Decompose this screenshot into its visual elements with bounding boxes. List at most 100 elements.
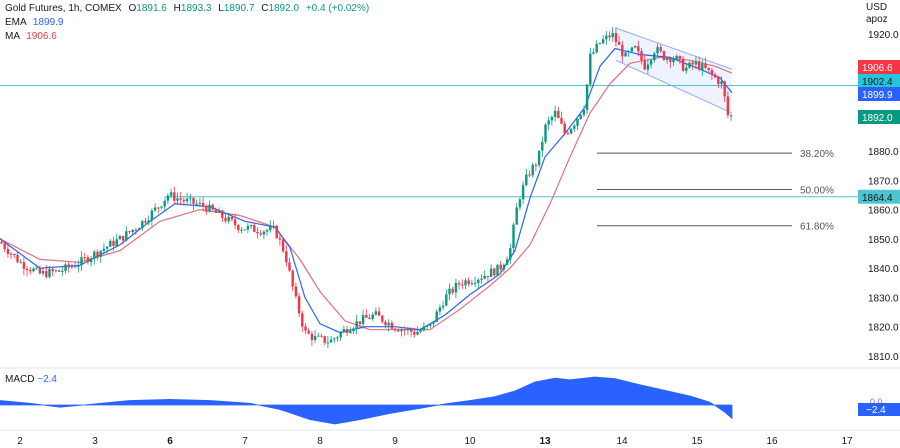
candle-body[interactable] <box>333 338 336 340</box>
candle-body[interactable] <box>361 315 365 325</box>
candle-body[interactable] <box>669 58 672 63</box>
candle-body[interactable] <box>166 195 170 201</box>
candle-body[interactable] <box>473 283 477 285</box>
candle-body[interactable] <box>413 331 416 335</box>
macd-legend[interactable]: MACD −2.4 <box>5 374 57 385</box>
candle-body[interactable] <box>221 210 224 218</box>
candle-body[interactable] <box>704 63 707 68</box>
candle-body[interactable] <box>51 269 54 272</box>
candle-body[interactable] <box>384 321 387 326</box>
candle-body[interactable] <box>358 321 362 325</box>
candle-body[interactable] <box>489 268 493 277</box>
candle-body[interactable] <box>189 197 192 199</box>
candle-body[interactable] <box>390 322 394 329</box>
candle-body[interactable] <box>461 284 464 286</box>
candle-body[interactable] <box>275 225 278 238</box>
candle-body[interactable] <box>653 53 656 61</box>
candle-body[interactable] <box>435 311 438 322</box>
candle-body[interactable] <box>605 35 608 40</box>
candle-body[interactable] <box>531 164 534 176</box>
candle-body[interactable] <box>499 264 502 270</box>
candle-body[interactable] <box>560 118 563 124</box>
candle-body[interactable] <box>329 339 333 343</box>
candle-body[interactable] <box>515 207 518 225</box>
candle-body[interactable] <box>29 270 32 272</box>
candle-body[interactable] <box>627 51 630 53</box>
candle-body[interactable] <box>467 280 470 285</box>
ema-line[interactable] <box>0 47 733 334</box>
candle-body[interactable] <box>9 253 13 255</box>
candle-body[interactable] <box>265 230 269 232</box>
candle-body[interactable] <box>173 192 176 201</box>
candle-body[interactable] <box>192 197 195 204</box>
candle-body[interactable] <box>310 333 314 340</box>
candle-body[interactable] <box>649 60 653 65</box>
candle-body[interactable] <box>493 268 496 276</box>
candle-body[interactable] <box>400 329 403 332</box>
candle-body[interactable] <box>45 271 48 278</box>
candle-body[interactable] <box>96 251 99 257</box>
candle-body[interactable] <box>659 47 662 52</box>
candle-body[interactable] <box>54 270 58 272</box>
candle-body[interactable] <box>105 246 109 249</box>
ema-row[interactable]: EMA 1899.9 <box>5 16 369 30</box>
candle-body[interactable] <box>278 237 282 240</box>
candle-body[interactable] <box>368 317 371 319</box>
candle-body[interactable] <box>537 150 541 166</box>
candle-body[interactable] <box>99 250 102 257</box>
candle-body[interactable] <box>294 286 298 297</box>
candle-body[interactable] <box>534 164 538 166</box>
candle-body[interactable] <box>662 51 666 60</box>
candle-body[interactable] <box>22 262 26 269</box>
candle-body[interactable] <box>448 288 451 295</box>
candle-body[interactable] <box>256 231 259 234</box>
candle-body[interactable] <box>432 321 435 324</box>
candle-body[interactable] <box>685 67 688 71</box>
candle-body[interactable] <box>505 259 509 265</box>
candle-body[interactable] <box>137 228 141 230</box>
candle-body[interactable] <box>573 125 576 129</box>
candle-body[interactable] <box>451 288 454 293</box>
candle-body[interactable] <box>102 248 106 251</box>
candle-body[interactable] <box>608 35 611 38</box>
candle-body[interactable] <box>726 96 730 116</box>
candle-body[interactable] <box>147 220 150 223</box>
candle-body[interactable] <box>253 225 256 232</box>
candle-body[interactable] <box>160 206 163 208</box>
candle-body[interactable] <box>521 184 525 200</box>
candle-body[interactable] <box>425 325 429 327</box>
candle-body[interactable] <box>355 321 358 329</box>
candle-body[interactable] <box>153 207 157 211</box>
candle-body[interactable] <box>403 329 406 331</box>
candle-body[interactable] <box>547 120 550 125</box>
candle-body[interactable] <box>67 264 70 268</box>
candle-body[interactable] <box>445 294 448 306</box>
candle-body[interactable] <box>157 207 160 209</box>
candle-body[interactable] <box>678 55 682 59</box>
candle-body[interactable] <box>224 217 227 222</box>
candle-body[interactable] <box>553 110 557 117</box>
candle-body[interactable] <box>579 114 582 119</box>
candle-body[interactable] <box>701 63 704 70</box>
candle-body[interactable] <box>665 58 669 60</box>
candle-body[interactable] <box>614 32 618 42</box>
candle-body[interactable] <box>301 313 304 327</box>
candle-body[interactable] <box>646 64 650 70</box>
candle-body[interactable] <box>48 269 51 278</box>
candle-body[interactable] <box>336 337 339 339</box>
candle-body[interactable] <box>688 62 691 68</box>
candle-body[interactable] <box>25 268 29 271</box>
candle-body[interactable] <box>83 257 86 259</box>
candle-body[interactable] <box>365 315 368 318</box>
candle-body[interactable] <box>240 229 243 231</box>
candle-body[interactable] <box>457 283 461 285</box>
candle-body[interactable] <box>317 335 320 337</box>
candle-body[interactable] <box>352 328 355 332</box>
candle-body[interactable] <box>502 264 506 270</box>
candle-body[interactable] <box>582 109 586 115</box>
candle-body[interactable] <box>41 271 45 274</box>
candle-body[interactable] <box>419 330 422 332</box>
candle-body[interactable] <box>73 266 77 268</box>
candle-body[interactable] <box>640 51 643 61</box>
